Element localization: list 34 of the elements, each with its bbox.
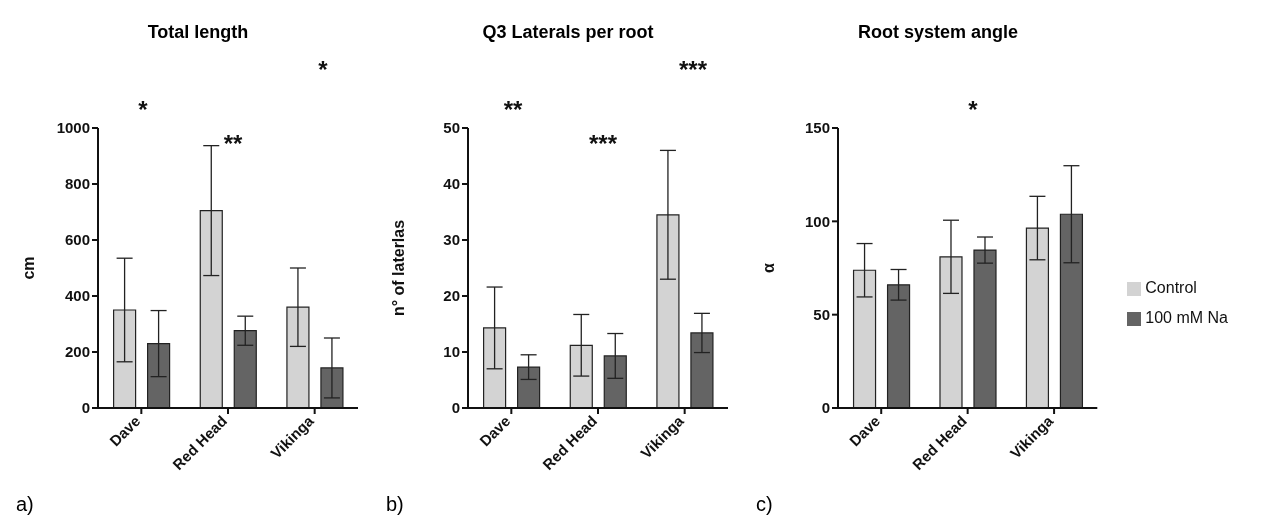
y-tick-label: 200: [64, 343, 90, 361]
y-axis-title: cm: [19, 256, 37, 280]
y-tick-label: 1000: [56, 119, 90, 137]
text: c): [756, 493, 773, 516]
text: *: [138, 96, 149, 123]
y-tick-label: 0: [451, 399, 460, 417]
y-tick-label: 100: [804, 212, 830, 230]
chart-title: Q3 Laterals per root: [481, 22, 655, 43]
text: **: [503, 96, 523, 123]
y-tick-label: 30: [443, 231, 460, 249]
y-tick-label: 50: [443, 119, 460, 137]
y-tick-label: 600: [64, 231, 90, 249]
y-tick-label: 400: [64, 287, 90, 305]
y-tick-label: 0: [821, 399, 830, 417]
legend-label: 100 mM Na: [1145, 309, 1228, 326]
y-axis-title: α: [759, 262, 777, 273]
text: b): [386, 493, 404, 516]
y-tick-label: 150: [804, 119, 830, 137]
y-tick-label: 20: [443, 287, 460, 305]
text: *: [968, 96, 979, 123]
y-tick-label: 10: [443, 343, 460, 361]
y-tick-label: 50: [813, 305, 830, 323]
text: ***: [678, 56, 708, 83]
text: *: [318, 56, 329, 83]
chart-title: Total length: [146, 22, 250, 43]
y-tick-label: 40: [443, 175, 460, 193]
chart-title: Root system angle: [856, 22, 1019, 43]
annotation: **: [223, 130, 243, 157]
annotation: ***: [588, 130, 618, 157]
text: a): [16, 493, 34, 516]
y-tick-label: 800: [64, 175, 90, 193]
y-tick-label: 0: [81, 399, 90, 417]
y-axis-title: n° of laterlas: [389, 219, 407, 317]
legend-label: Control: [1145, 279, 1197, 296]
